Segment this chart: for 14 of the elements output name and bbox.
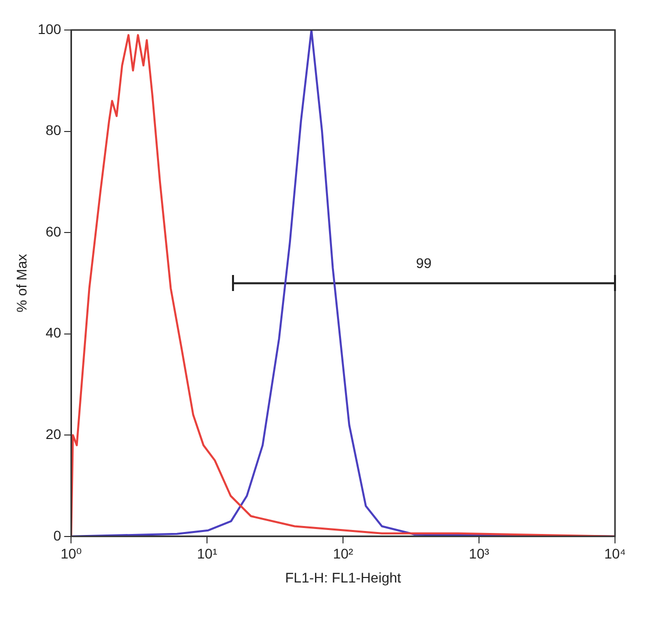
y-tick-label: 40: [46, 324, 62, 341]
y-tick-label: 80: [46, 122, 62, 138]
x-tick-label: 10⁴: [604, 546, 626, 562]
y-tick-label: 60: [46, 223, 62, 240]
x-tick-label: 10³: [468, 546, 490, 562]
y-tick-label: 0: [53, 527, 62, 544]
x-axis-title: FL1-H: FL1-Height: [285, 569, 402, 586]
annotation: 99: [416, 255, 432, 272]
x-tick-label: 10²: [332, 546, 354, 562]
y-axis-title: % of Max: [13, 254, 30, 312]
y-tick-label: 100: [38, 20, 62, 37]
y-tick-label: 20: [46, 426, 62, 442]
x-tick-label: 10⁰: [60, 546, 82, 562]
x-tick-label: 10¹: [197, 546, 218, 562]
